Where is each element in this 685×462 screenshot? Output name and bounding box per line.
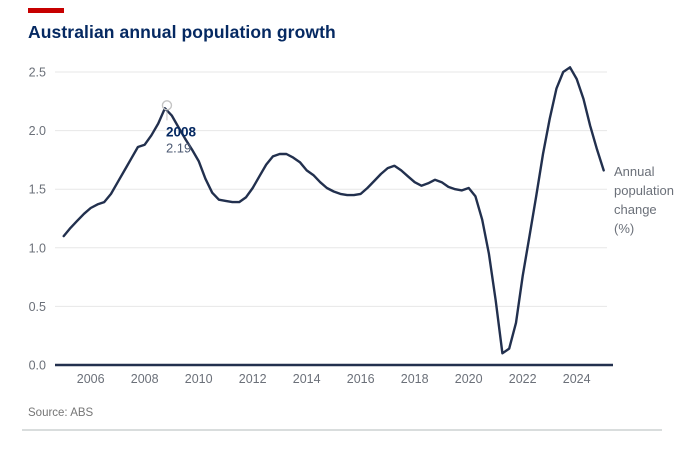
x-tick-label-2010: 2010 [185, 372, 213, 386]
y-tick-label-1.5: 1.5 [29, 183, 46, 197]
accent-bar [28, 8, 64, 13]
x-tick-label-2016: 2016 [347, 372, 375, 386]
source-note: Source: ABS [28, 407, 94, 419]
x-tick-label-2012: 2012 [239, 372, 267, 386]
x-tick-label-2008: 2008 [131, 372, 159, 386]
population-growth-line [62, 66, 605, 355]
y-tick-label-0.5: 0.5 [29, 300, 46, 314]
footer-divider [22, 429, 662, 431]
x-tick-label-2018: 2018 [401, 372, 429, 386]
x-tick-label-2022: 2022 [509, 372, 537, 386]
series-label-line-0: Annual [614, 164, 655, 179]
x-tick-label-2020: 2020 [455, 372, 483, 386]
y-tick-label-1.0: 1.0 [29, 241, 46, 255]
series-label-line-1: population [614, 183, 674, 198]
x-tick-label-2024: 2024 [563, 372, 591, 386]
peak-marker-circle [161, 100, 173, 111]
y-tick-label-0.0: 0.0 [29, 359, 46, 373]
y-tick-label-2.0: 2.0 [29, 124, 46, 138]
series-label-line-3: (%) [614, 221, 634, 236]
y-tick-label-2.5: 2.5 [29, 66, 46, 80]
chart-title: Australian annual population growth [28, 22, 336, 42]
x-tick-label-2014: 2014 [293, 372, 321, 386]
annotation-value-label: 2.19 [166, 140, 191, 155]
annotation-year-label: 2008 [166, 124, 197, 139]
x-tick-label-2006: 2006 [77, 372, 105, 386]
series-label-line-2: change [614, 202, 657, 217]
